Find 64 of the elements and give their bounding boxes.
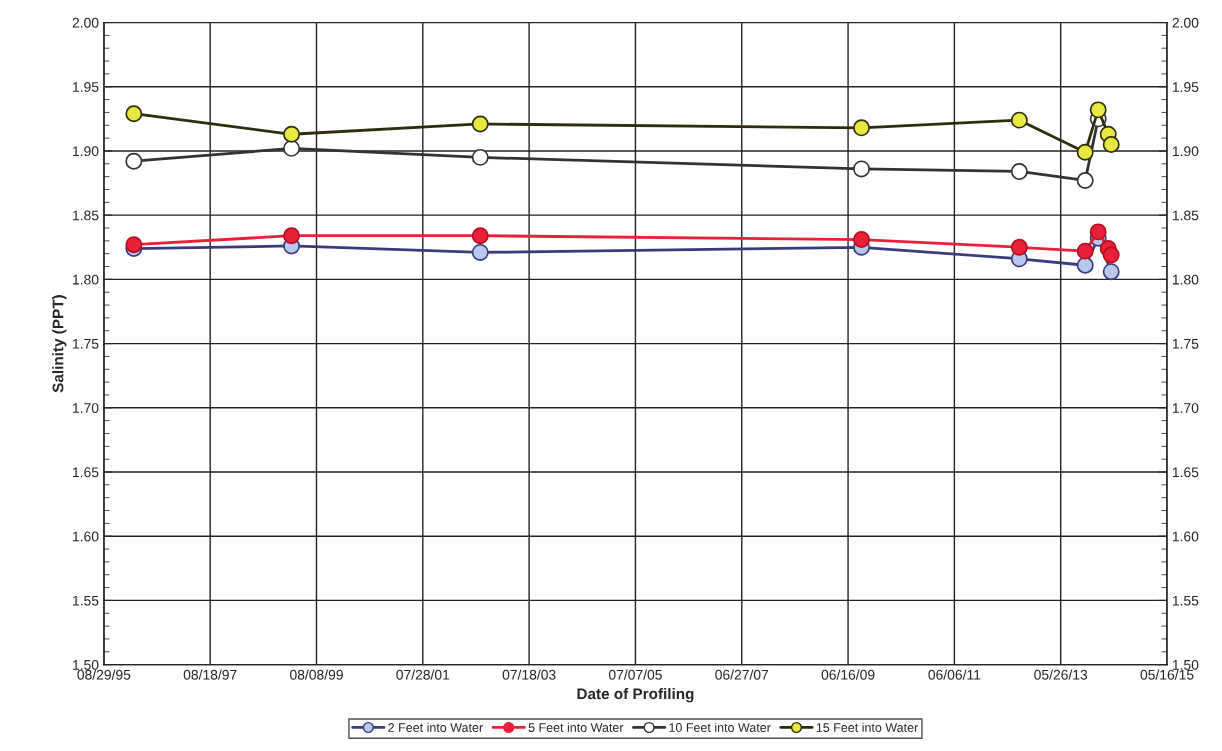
point — [1089, 101, 1107, 119]
point — [853, 231, 870, 249]
x-tick-label: 08/18/97 — [183, 669, 237, 680]
point — [125, 105, 143, 123]
point — [853, 119, 870, 137]
y-tick-label: 1.90 — [73, 146, 99, 157]
legend-label: 5 Feet into Water — [528, 722, 624, 732]
y-tick-label: 1.50 — [73, 659, 99, 670]
y-axis-title: Salinity (PPT) — [52, 295, 67, 393]
point — [471, 243, 489, 261]
point — [1102, 246, 1120, 264]
x-axis-title: Date of Profiling — [577, 688, 694, 703]
y-tick-label: 1.80 — [73, 274, 99, 285]
point — [1102, 136, 1120, 154]
y-tick-label: 1.95 — [73, 82, 99, 92]
legend-label: 2 Feet into Water — [388, 722, 483, 732]
point — [1076, 256, 1094, 274]
x-tick-label: 08/08/99 — [290, 669, 343, 680]
x-tick-label: 06/16/09 — [821, 669, 875, 680]
y2-tick-label: 1.55 — [1172, 595, 1199, 606]
y-tick-label: 1.60 — [73, 531, 99, 542]
y2-tick-label: 2.00 — [1172, 17, 1199, 28]
y2-tick-label: 1.50 — [1172, 659, 1199, 670]
point — [1010, 238, 1028, 256]
y-tick-label: 1.75 — [73, 339, 99, 349]
legend-label: 15 Feet into Water — [816, 722, 918, 732]
x-tick-label: 05/26/13 — [1034, 669, 1088, 680]
point — [471, 227, 489, 245]
x-tick-label: 08/29/95 — [77, 669, 131, 680]
x-tick-label: 07/28/01 — [396, 669, 450, 680]
point — [471, 148, 489, 166]
point — [1076, 242, 1094, 260]
y-tick-label: 1.65 — [73, 467, 99, 478]
point — [283, 125, 301, 143]
x-tick-label: 06/27/07 — [715, 669, 769, 680]
point — [125, 236, 143, 254]
point — [1010, 163, 1028, 180]
y2-tick-label: 1.75 — [1172, 339, 1199, 349]
y2-tick-label: 1.65 — [1172, 467, 1199, 478]
point — [283, 139, 301, 157]
y-tick-label: 1.70 — [73, 403, 99, 413]
x-tick-label: 07/18/03 — [502, 669, 556, 680]
point — [1010, 111, 1028, 129]
y2-tick-label: 1.60 — [1172, 531, 1199, 542]
x-tick-label: 07/07/05 — [608, 669, 662, 680]
x-tick-label: 06/06/11 — [928, 669, 981, 680]
y2-tick-label: 1.95 — [1172, 82, 1199, 92]
y2-tick-label: 1.70 — [1172, 403, 1199, 413]
point — [471, 115, 489, 133]
x-tick-label: 05/16/15 — [1140, 669, 1194, 680]
point — [125, 152, 143, 170]
y-tick-label: 1.85 — [73, 210, 99, 221]
point — [853, 160, 870, 178]
point — [1076, 172, 1094, 189]
y2-tick-label: 1.85 — [1172, 210, 1199, 221]
y2-tick-label: 1.80 — [1172, 274, 1199, 285]
point — [1076, 143, 1094, 161]
point — [1089, 223, 1107, 241]
point — [1102, 263, 1120, 281]
y-tick-label: 1.55 — [73, 595, 99, 606]
point — [283, 227, 301, 245]
legend-label: 10 Feet into Water — [669, 722, 771, 732]
y2-tick-label: 1.90 — [1172, 146, 1199, 157]
y-tick-label: 2.00 — [72, 17, 99, 28]
